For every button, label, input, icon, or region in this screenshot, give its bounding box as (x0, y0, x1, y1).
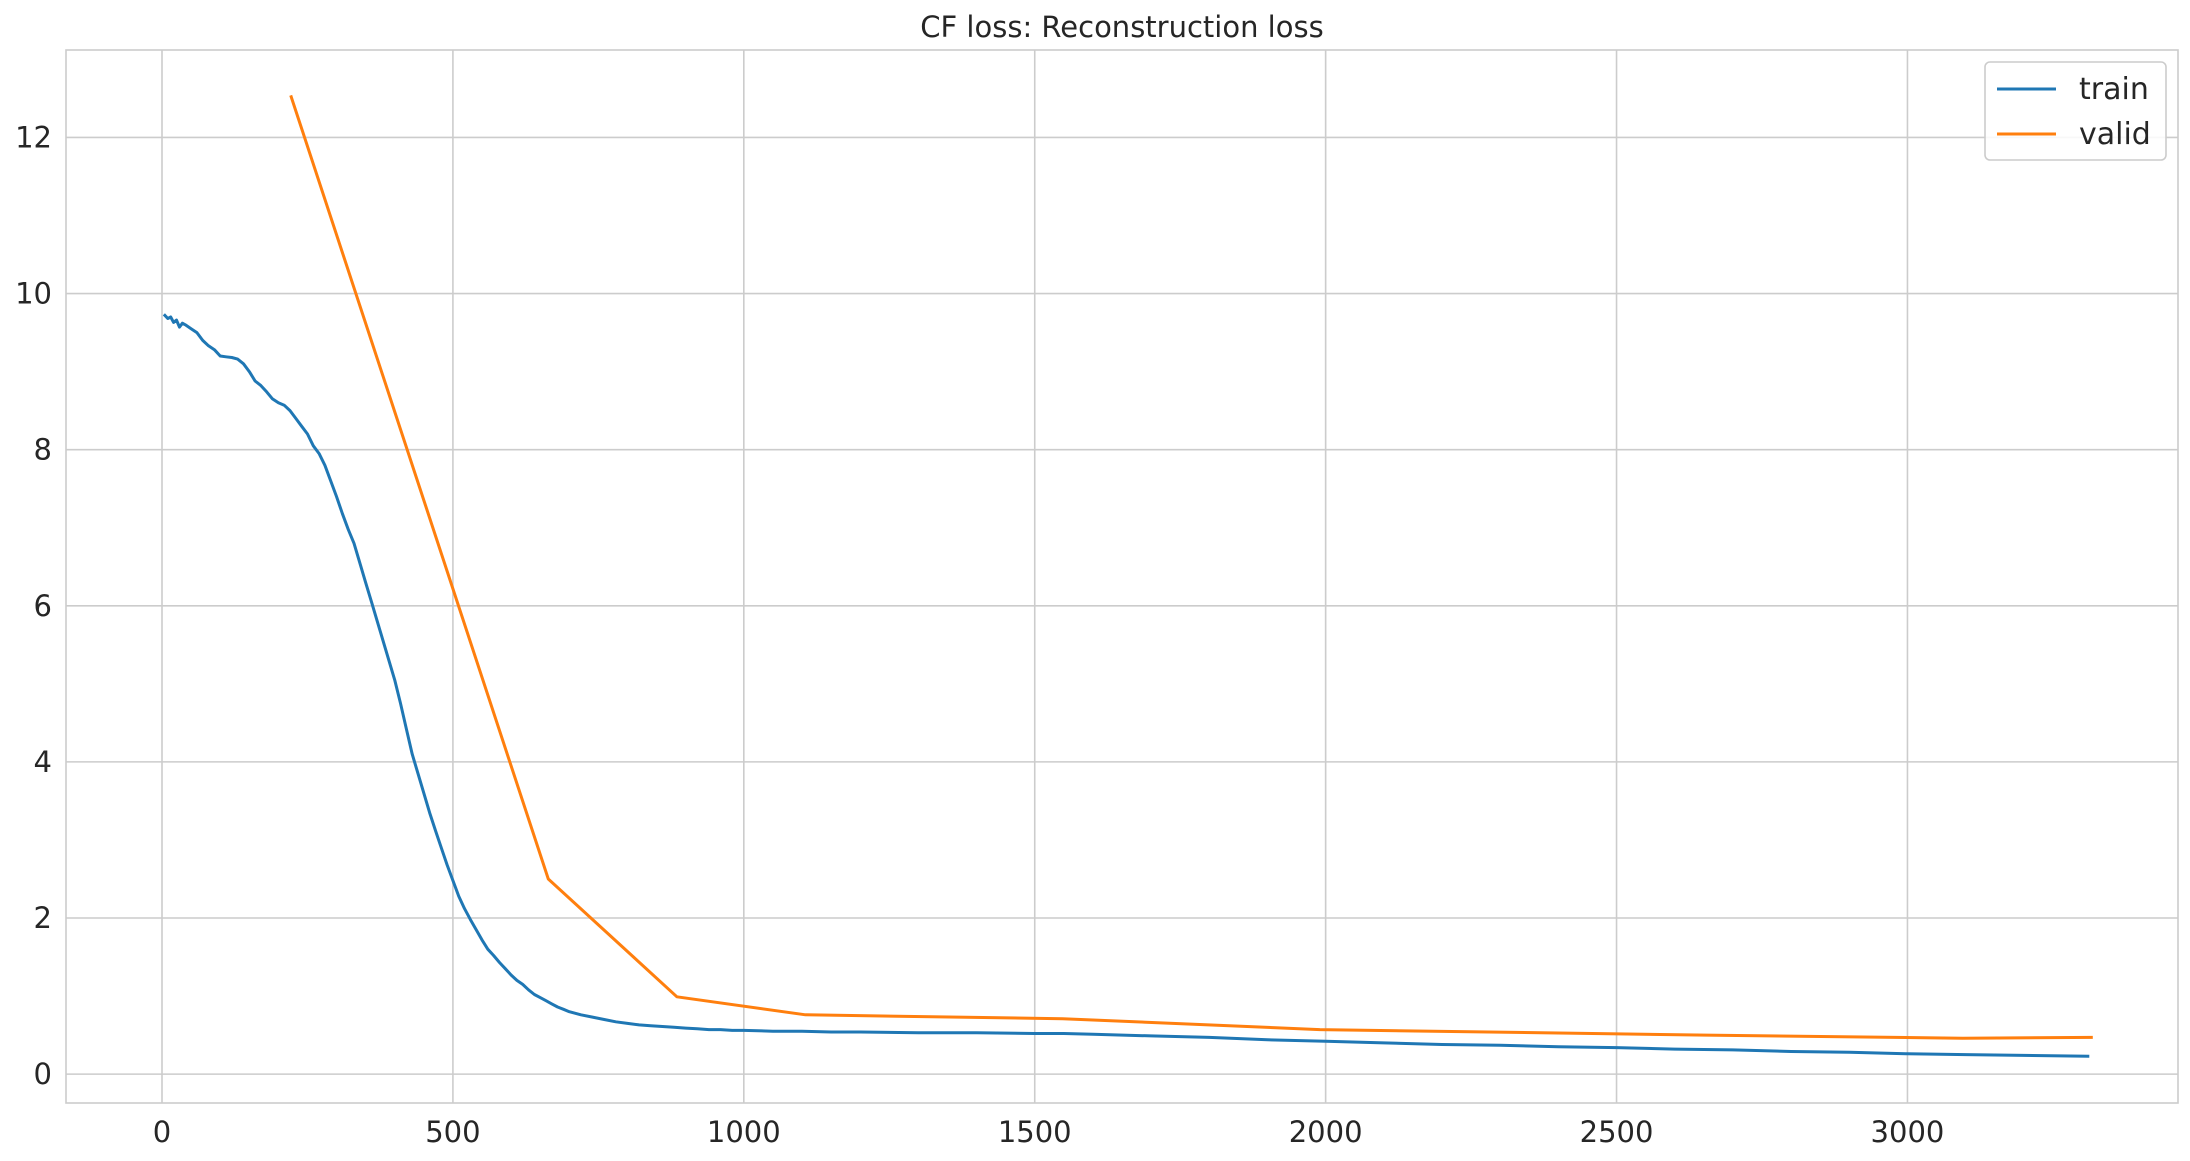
x-tick-label: 1000 (707, 1115, 781, 1149)
y-tick-label: 2 (34, 901, 52, 935)
y-tick-label: 10 (15, 277, 52, 311)
x-tick-label: 0 (153, 1115, 171, 1149)
legend: train valid (1984, 61, 2167, 161)
y-tick-label: 8 (34, 433, 52, 467)
plot-frame (65, 49, 2179, 1104)
x-tick-label: 2500 (1580, 1115, 1654, 1149)
y-tick-label: 6 (34, 589, 52, 623)
x-tick-label: 2000 (1289, 1115, 1363, 1149)
chart-title: CF loss: Reconstruction loss (920, 10, 1323, 44)
series-line-train (162, 313, 2090, 1058)
y-tick-label: 0 (34, 1057, 52, 1091)
legend-label-valid: valid (2079, 117, 2151, 152)
y-tick-label: 4 (34, 745, 52, 779)
series-line-valid (289, 94, 2093, 1040)
x-tick-label: 500 (425, 1115, 480, 1149)
tick-labels: 0 500 1000 1500 2000 2500 3000 0 2 4 6 8 10 12 (15, 120, 1944, 1149)
grid (66, 50, 2178, 1103)
y-tick-label: 12 (15, 120, 52, 154)
x-tick-label: 1500 (998, 1115, 1072, 1149)
series-layer (162, 94, 2093, 1058)
x-tick-label: 3000 (1871, 1115, 1945, 1149)
legend-label-train: train (2079, 72, 2149, 107)
